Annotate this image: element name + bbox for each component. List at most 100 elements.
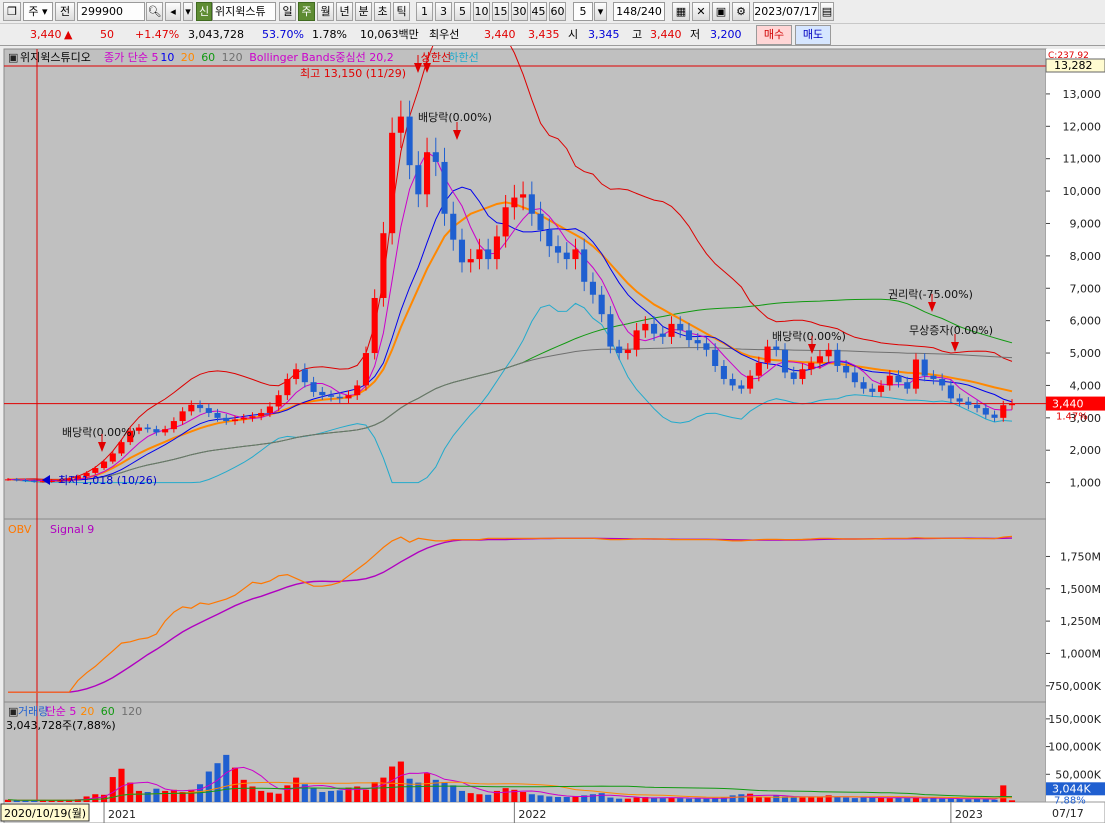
period-tab-주[interactable]: 주 xyxy=(298,2,315,21)
volume-bar xyxy=(729,795,736,802)
date-input[interactable]: 2023/07/17 xyxy=(753,2,819,21)
volume-bar xyxy=(764,797,771,802)
candle-body xyxy=(843,366,850,373)
candle-body xyxy=(223,417,230,422)
interval-button-45[interactable]: 45 xyxy=(530,2,547,21)
cursor-date-box xyxy=(0,803,90,822)
volume-bar xyxy=(589,794,596,802)
candle-body xyxy=(354,385,361,396)
prefix-button[interactable]: 전 xyxy=(55,2,75,21)
obv-legend-item: OBV xyxy=(8,523,32,536)
candle-body xyxy=(781,349,789,373)
annotation-label: 배당락(0.00%) xyxy=(772,330,846,343)
volume-axis-label: 100,000K xyxy=(1048,741,1101,754)
interval-button-1[interactable]: 1 xyxy=(416,2,433,21)
volume-bar xyxy=(685,798,693,802)
volume-bar xyxy=(432,779,439,802)
volume-bar xyxy=(66,799,73,802)
interval-button-3[interactable]: 3 xyxy=(435,2,452,21)
volume-bar xyxy=(310,788,317,802)
volume-axis-label: 50,000K xyxy=(1055,768,1101,781)
market-select[interactable]: 주 ▾ xyxy=(23,2,53,21)
volume-bar xyxy=(947,798,954,802)
volume-pane xyxy=(3,701,1047,803)
candle-body xyxy=(851,372,858,383)
speaker-icon[interactable]: ◂ xyxy=(165,2,181,21)
cross-icon[interactable]: ✕ xyxy=(692,2,710,21)
volume-bar xyxy=(179,792,186,802)
period-tab-분[interactable]: 분 xyxy=(355,2,372,21)
candle-body xyxy=(895,375,902,383)
candle-body xyxy=(537,213,544,230)
period-tab-월[interactable]: 월 xyxy=(317,2,334,21)
candle-body xyxy=(74,476,81,479)
candle-body xyxy=(563,252,570,260)
interval-button-10[interactable]: 10 xyxy=(473,2,490,21)
price-axis-label: 7,000 xyxy=(1070,282,1102,295)
interval-button-30[interactable]: 30 xyxy=(511,2,528,21)
annotation-arrow xyxy=(951,342,959,352)
grid-icon[interactable]: ▦ xyxy=(672,2,690,21)
candle-body xyxy=(633,330,640,350)
candle-body xyxy=(520,194,527,198)
period-tab-년[interactable]: 년 xyxy=(336,2,353,21)
annotation-arrow xyxy=(98,442,106,452)
interval-button-5[interactable]: 5 xyxy=(454,2,471,21)
volume-bar xyxy=(598,793,605,802)
sell-button[interactable]: 매도 xyxy=(795,25,831,45)
candle-body xyxy=(729,378,736,386)
candle-body xyxy=(694,340,701,344)
candle-body xyxy=(1008,403,1016,406)
candle-body xyxy=(720,366,727,379)
volume-legend-icon: ▣ xyxy=(8,705,18,718)
chart-area[interactable]: 1,000 2,000 3,000 4,000 5,000 6,000 7,000 8,000… xyxy=(0,46,1105,823)
candle-body xyxy=(1000,405,1007,418)
interval-button-60[interactable]: 60 xyxy=(549,2,566,21)
candle-body xyxy=(249,416,256,418)
volume-bar xyxy=(781,796,789,802)
bollinger-lower xyxy=(7,302,1013,484)
candle-body xyxy=(825,349,832,357)
calendar-icon[interactable]: ▤ xyxy=(820,2,834,21)
volume-bar xyxy=(755,796,762,802)
candle-body xyxy=(22,480,29,482)
count-dropdown[interactable]: ▾ xyxy=(594,2,607,21)
volume-bar xyxy=(214,763,221,802)
chevron-down-icon[interactable]: ▾ xyxy=(183,2,193,21)
volume-bar xyxy=(415,782,422,802)
window-icon[interactable]: ❐ xyxy=(3,2,21,21)
volume-bar xyxy=(127,782,134,802)
period-tab-틱[interactable]: 틱 xyxy=(393,2,410,21)
stock-code-input[interactable]: 299900 xyxy=(77,2,145,21)
signal-badge[interactable]: 신 xyxy=(196,2,212,21)
buy-button[interactable]: 매수 xyxy=(756,25,792,45)
volume-bar xyxy=(74,799,81,802)
annotation-arrow xyxy=(453,130,461,140)
x-axis-label: 2021 xyxy=(108,808,136,821)
volume-bar xyxy=(825,795,832,802)
candle-body xyxy=(170,421,177,430)
candle-body xyxy=(310,382,317,392)
price-legend-item: 60 xyxy=(201,51,215,64)
volume-bar xyxy=(406,778,413,802)
count-input[interactable]: 5 xyxy=(573,2,593,21)
period-tab-초[interactable]: 초 xyxy=(374,2,391,21)
volume-legend-item: 60 xyxy=(101,705,115,718)
volume-bar xyxy=(956,798,963,802)
period-tab-일[interactable]: 일 xyxy=(279,2,296,21)
high-value: 3,440 xyxy=(650,28,682,41)
volume-bar xyxy=(895,797,902,802)
volume-bar xyxy=(851,798,858,802)
candle-body xyxy=(877,385,885,392)
volume-bar xyxy=(502,788,509,802)
price-pct-tag: 1.47% xyxy=(1056,412,1088,423)
search-icon[interactable]: 🔍︎ xyxy=(146,2,163,21)
candle-body xyxy=(301,369,308,383)
candle-body xyxy=(266,406,273,413)
price-axis-label: 4,000 xyxy=(1070,379,1102,392)
volume-bar xyxy=(965,799,972,802)
save-icon[interactable]: ▣ xyxy=(712,2,730,21)
interval-button-15[interactable]: 15 xyxy=(492,2,509,21)
candle-body xyxy=(293,369,300,379)
gear-icon[interactable]: ⚙ xyxy=(732,2,750,21)
